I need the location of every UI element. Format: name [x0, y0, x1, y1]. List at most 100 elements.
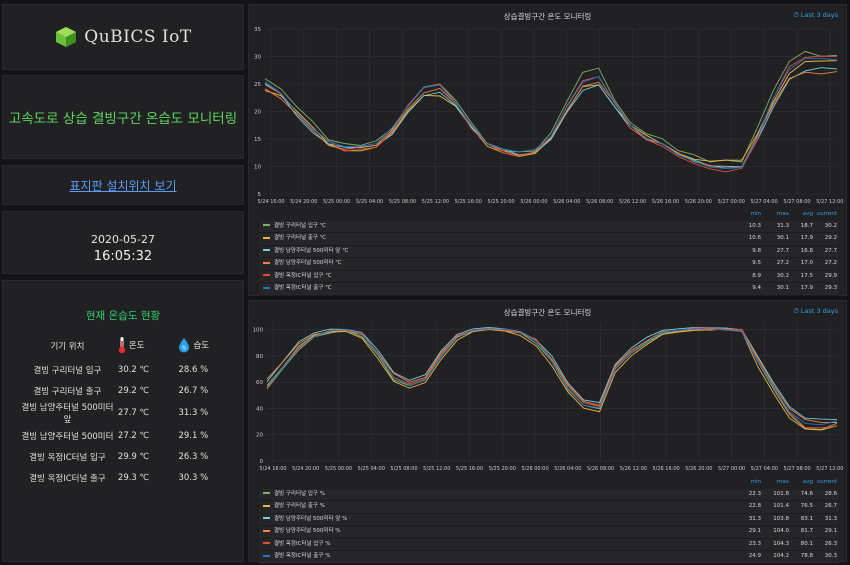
x-tick-label: 5/26 00:00: [520, 199, 547, 205]
series-max: 103.8: [773, 515, 789, 522]
series-max: 104.2: [773, 553, 789, 559]
series-name[interactable]: 결빙 구리터널 입구 %: [274, 490, 325, 497]
humidity-value: 28.6 %: [178, 364, 209, 375]
legend-row[interactable]: 결빙 남양주터널 500미터 앞 % 31.3 103.8 83.1 31.3: [259, 513, 839, 526]
humidity-value: 26.7 %: [178, 385, 209, 396]
series-avg: 18.7: [800, 222, 813, 229]
series-line[interactable]: [266, 328, 838, 430]
series-max: 101.4: [773, 503, 789, 509]
temperature-value: 29.9 ℃: [117, 451, 150, 462]
series-max: 30.1: [776, 235, 789, 241]
legend-row[interactable]: 결빙 옥정IC터널 입구 % 23.3 104.3 80.1 26.3: [259, 538, 839, 551]
series-line[interactable]: [264, 60, 838, 162]
series-max: 31.3: [776, 222, 789, 229]
col-temp-label: 온도: [128, 340, 145, 351]
x-tick-label: 5/25 00:00: [323, 199, 350, 205]
x-tick-label: 5/26 08:00: [587, 466, 614, 472]
legend-col-current[interactable]: current: [817, 211, 837, 217]
series-current: 28.6: [824, 490, 837, 497]
temperature-value: 27.7 ℃: [117, 408, 150, 418]
legend-row[interactable]: 결빙 구리터널 입구 % 22.3 101.8 74.6 28.6: [259, 488, 839, 501]
series-current: 26.7: [824, 503, 837, 509]
legend-row[interactable]: 결빙 남양주터널 500미터 ℃ 9.5 27.2 17.0 27.2: [259, 258, 839, 271]
legend-col-max[interactable]: max: [777, 211, 789, 217]
col-hum-label: 습도: [193, 340, 210, 351]
humidity-graph-panel: 상습결빙구간 온도 모니터링 ⏱ Last 3 days 0 20 40 60 80 10…: [248, 300, 847, 564]
series-max: 101.8: [773, 490, 789, 497]
legend-col-max[interactable]: max: [777, 479, 789, 485]
x-tick-label: 5/26 16:00: [652, 466, 679, 472]
water-drop-icon: %: [179, 337, 190, 352]
series-avg: 16.8: [800, 247, 813, 254]
thermometer-icon: [118, 336, 126, 353]
series-min: 8.9: [752, 272, 761, 279]
series-max: 104.3: [773, 540, 789, 547]
legend-col-current[interactable]: current: [817, 479, 837, 485]
col-temp-header: 온도: [118, 333, 179, 359]
legend-row[interactable]: 결빙 구리터널 입구 ℃ 10.3 31.3 18.7 30.2: [259, 220, 839, 233]
time-range-label: Last 3 days: [800, 307, 838, 315]
legend-row[interactable]: 결빙 남양주터널 500미터 % 29.1 104.0 81.7 29.1: [259, 526, 839, 539]
series-current: 29.3: [824, 285, 837, 291]
x-tick-label: 5/27 04:00: [750, 199, 777, 205]
series-min: 31.3: [748, 515, 761, 522]
series-name[interactable]: 결빙 남양주터널 500미터 앞 %: [274, 515, 348, 522]
x-tick-label: 5/25 04:00: [358, 466, 385, 472]
series-name[interactable]: 결빙 옥정IC터널 입구 ℃: [274, 272, 332, 279]
series-line[interactable]: [264, 50, 838, 163]
series-color-swatch: [263, 517, 270, 519]
series-line[interactable]: [266, 326, 838, 421]
series-line[interactable]: [264, 55, 838, 173]
series-name[interactable]: 결빙 옥정IC터널 출구 ℃: [274, 285, 332, 291]
humidity-legend: min max avg current 결빙 구리터널 입구 % 22.3 101.8 74.…: [259, 477, 839, 564]
x-tick-label: 5/27 12:00: [816, 199, 843, 205]
legend-row[interactable]: 결빙 남양주터널 500미터 앞 ℃ 9.8 27.7 16.8 27.7: [259, 245, 839, 258]
legend-col-avg[interactable]: avg: [802, 479, 813, 485]
x-tick-label: 5/25 16:00: [455, 199, 482, 205]
x-tick-label: 5/26 20:00: [685, 199, 712, 205]
series-line[interactable]: [264, 57, 838, 169]
legend-col-avg[interactable]: avg: [802, 211, 813, 217]
series-line[interactable]: [264, 71, 838, 169]
legend-header: min max avg current: [259, 209, 839, 221]
temperature-value: 30.2 ℃: [117, 364, 150, 375]
status-row: 결빙 남양주터널 500미터 27.2 ℃ 29.1 %: [17, 425, 237, 446]
x-tick-label: 5/25 16:00: [456, 466, 483, 472]
time-range-picker[interactable]: ⏱ Last 3 days: [793, 307, 838, 315]
grid-lines: [267, 323, 837, 462]
series-name[interactable]: 결빙 구리터널 입구 ℃: [274, 222, 326, 229]
y-tick-label: 5: [258, 192, 262, 198]
x-tick-label: 5/25 00:00: [325, 466, 352, 472]
series-name[interactable]: 결빙 구리터널 출구 %: [274, 503, 325, 509]
x-tick-label: 5/26 04:00: [553, 199, 580, 205]
series-name[interactable]: 결빙 남양주터널 500미터 앞 ℃: [274, 247, 349, 254]
status-table: 기기 위치 온도 % 습도: [17, 333, 237, 488]
legend-col-min[interactable]: min: [750, 479, 761, 485]
x-tick-label: 5/25 12:00: [422, 199, 449, 205]
legend-col-min[interactable]: min: [750, 211, 761, 217]
col-location: 기기 위치: [50, 342, 85, 352]
map-link[interactable]: 표지판 설치위치 보기: [69, 178, 177, 193]
series-name[interactable]: 결빙 구리터널 출구 ℃: [274, 235, 326, 241]
legend-row[interactable]: 결빙 옥정IC터널 입구 ℃ 8.9 30.2 17.5 29.9: [259, 270, 839, 283]
series-name[interactable]: 결빙 남양주터널 500미터 %: [274, 528, 341, 534]
series-color-swatch: [263, 224, 270, 226]
status-title: 현재 온습도 현황: [85, 310, 161, 322]
legend-row[interactable]: 결빙 구리터널 출구 % 22.8 101.4 76.5 26.7: [259, 501, 839, 514]
series-max: 30.2: [776, 272, 789, 279]
series-name[interactable]: 결빙 옥정IC터널 출구 %: [274, 553, 331, 559]
y-tick-label: 0: [260, 459, 264, 465]
series-line[interactable]: [266, 328, 838, 431]
legend-row[interactable]: 결빙 옥정IC터널 출구 % 24.9 104.2 78.8 30.3: [259, 551, 839, 564]
series-line[interactable]: [266, 327, 838, 429]
current-date: 2020-05-27: [91, 233, 155, 246]
x-tick-label: 5/25 20:00: [487, 199, 514, 205]
series-name[interactable]: 결빙 옥정IC터널 입구 %: [274, 540, 331, 547]
temperature-legend: min max avg current 결빙 구리터널 입구 ℃ 10.3 31.3 18.7…: [259, 209, 839, 296]
legend-row[interactable]: 결빙 옥정IC터널 출구 ℃ 9.4 30.1 17.9 29.3: [259, 283, 839, 296]
series-line[interactable]: [266, 328, 838, 426]
legend-row[interactable]: 결빙 구리터널 출구 ℃ 10.6 30.1 17.9 29.2: [259, 233, 839, 246]
series-name[interactable]: 결빙 남양주터널 500미터 ℃: [274, 260, 342, 266]
time-range-picker[interactable]: ⏱ Last 3 days: [793, 11, 838, 19]
temperature-value: 29.3 ℃: [117, 472, 150, 483]
